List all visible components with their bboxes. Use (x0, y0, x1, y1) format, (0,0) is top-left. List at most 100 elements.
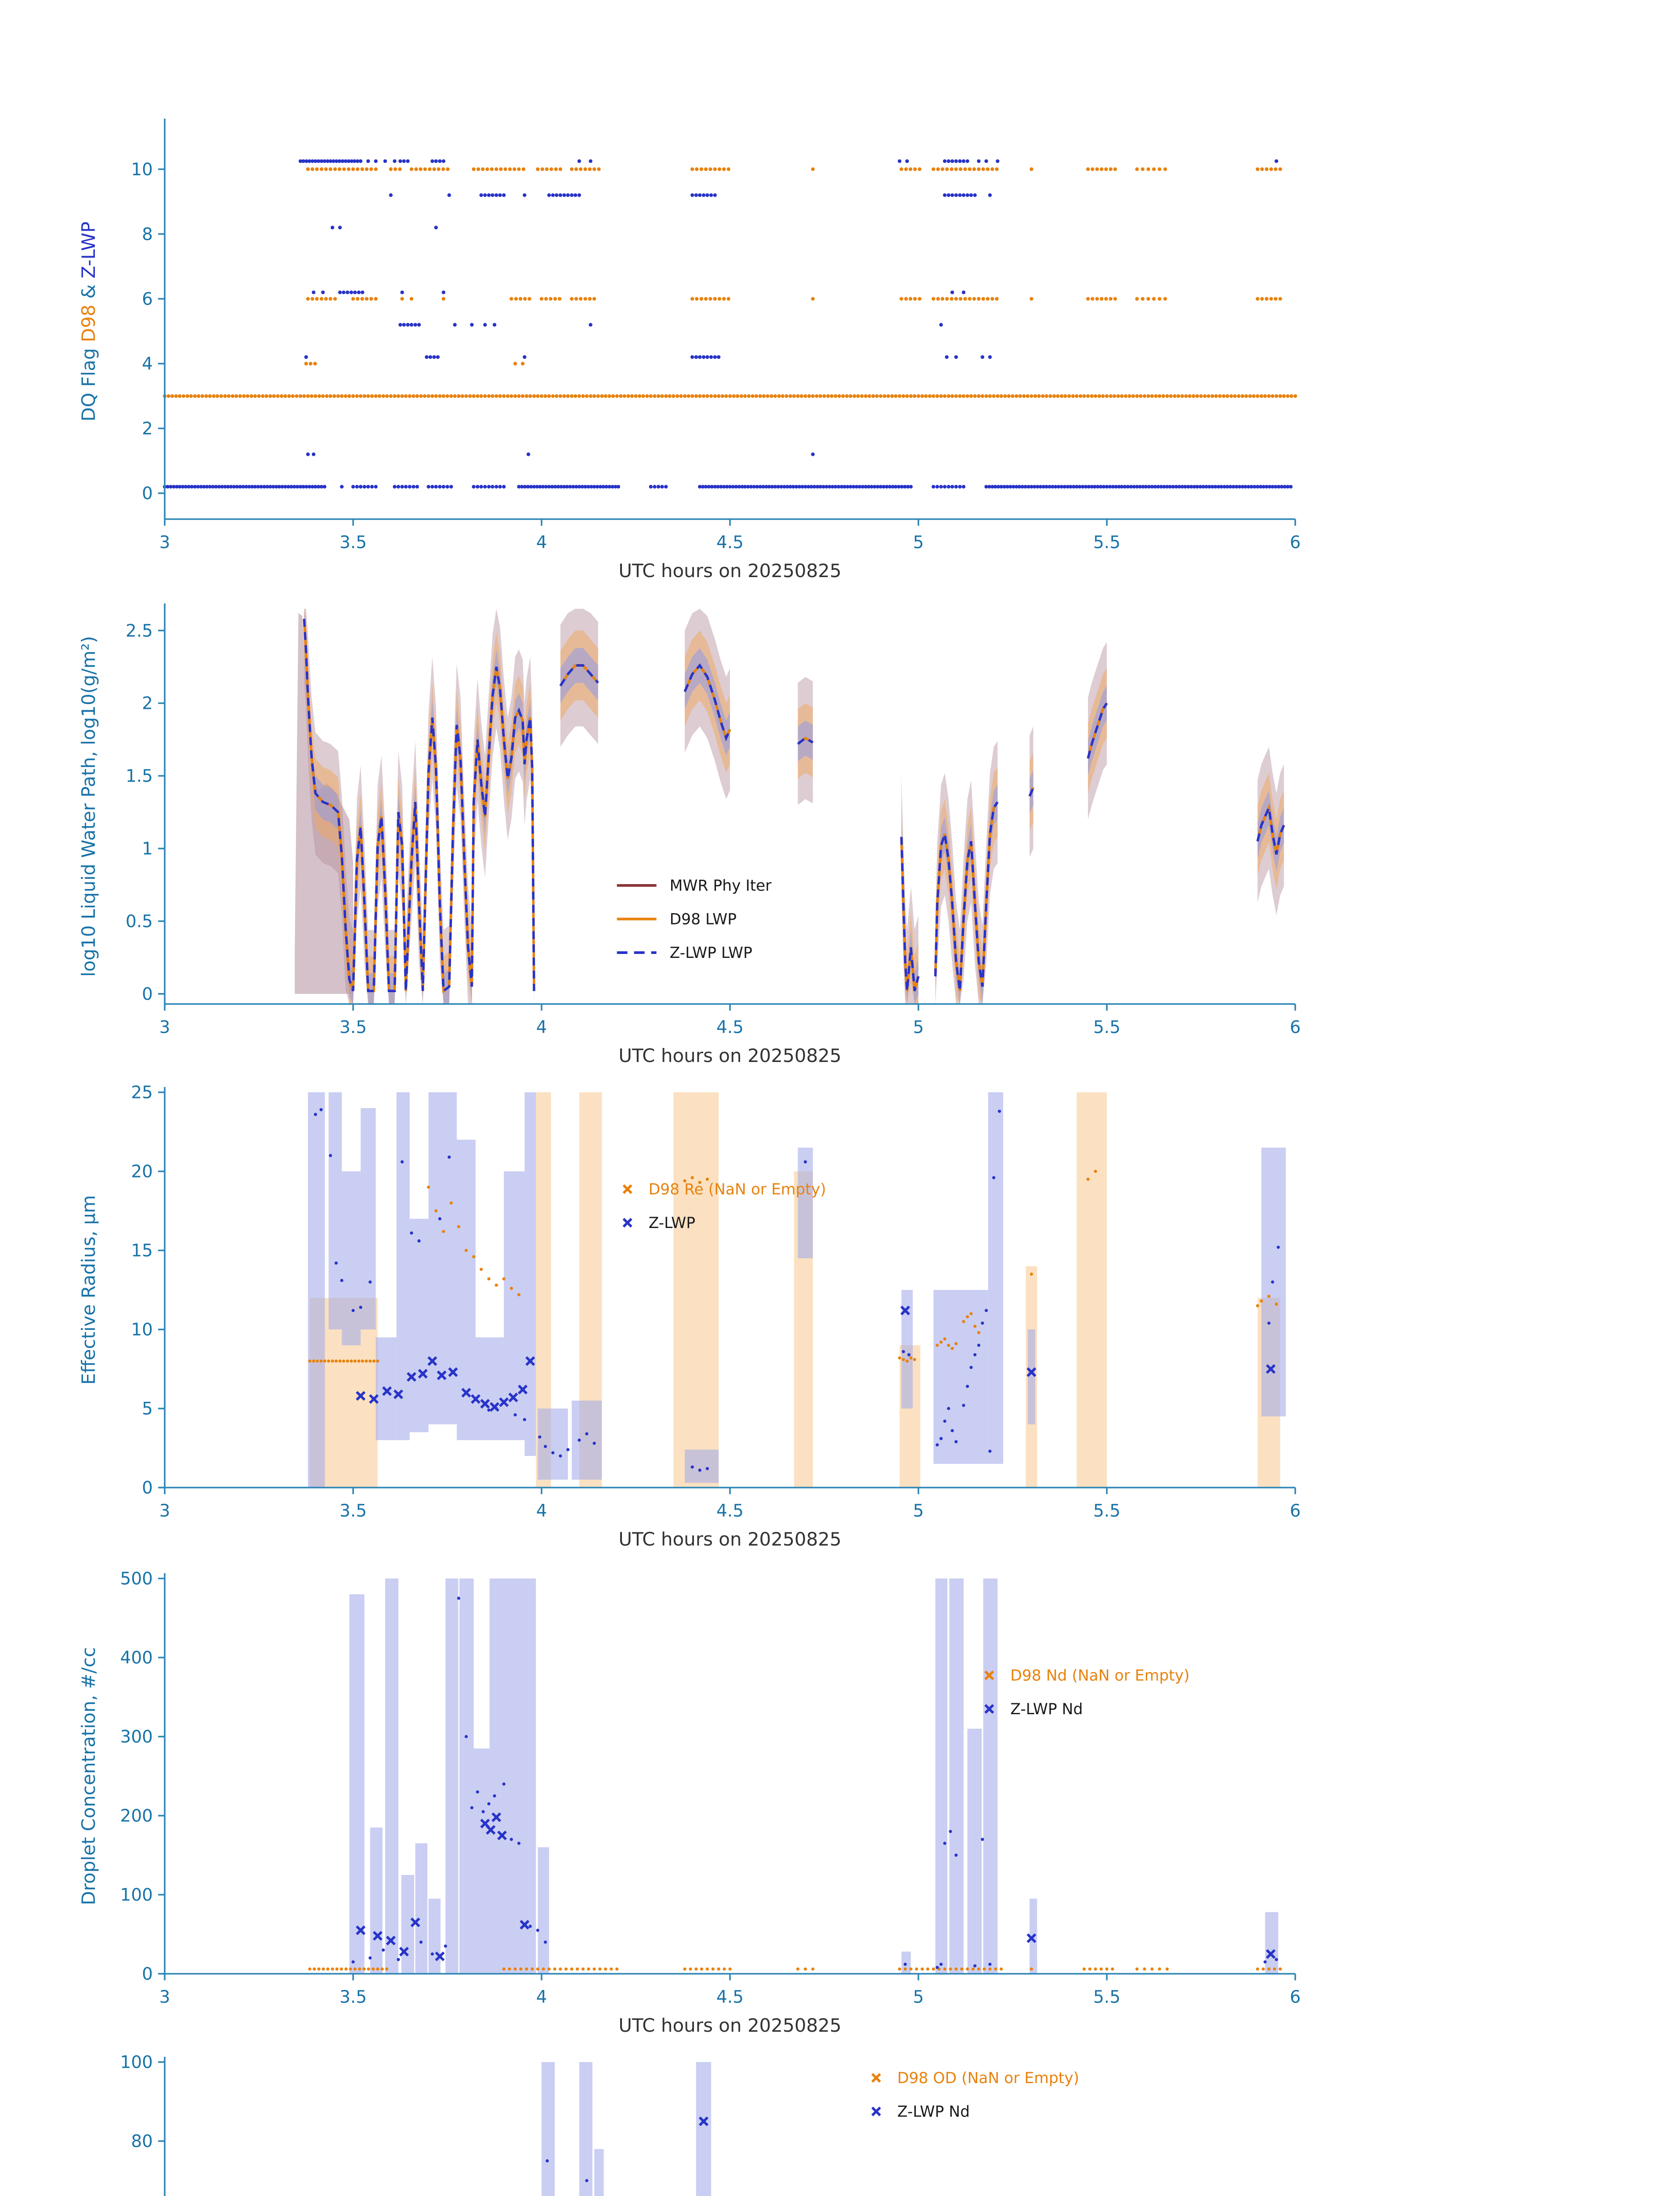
legend: MWR Phy Iter D98 LWP Z-LWP LWP (617, 877, 772, 962)
x-tick-label: 6 (1290, 1987, 1301, 2007)
zlwp-nd-band (473, 1748, 490, 1974)
legend-marker-0 (871, 2073, 881, 2083)
legend-marker-0 (984, 1670, 994, 1680)
zlwp-od-band (579, 2062, 593, 2196)
zlwp-re-band (308, 1092, 325, 1488)
zlwp-lwp-band (560, 648, 598, 704)
y-tick-label: 400 (120, 1648, 153, 1668)
x-tick-label: 5 (913, 1018, 924, 1037)
lines-layer (303, 618, 1285, 993)
zlwp-re-band (409, 1219, 429, 1432)
zlwp-lwp (303, 618, 1285, 993)
zlwp-re-band (361, 1108, 376, 1329)
x-tick-label: 4.5 (716, 1987, 744, 2007)
x-tick-label: 5.5 (1093, 1018, 1120, 1037)
y-tick-label: 0 (142, 984, 153, 1004)
legend-label-1: Z-LWP (649, 1214, 695, 1232)
axes-layer: 0 5 10 15 20 25 3 3.5 4 4.5 5 5.5 6 UTC hours on 2025… (78, 1083, 1301, 1550)
y-tick-label: 2 (142, 419, 153, 439)
y-tick-label: 0 (142, 484, 153, 504)
zlwp-nd-band (489, 1578, 517, 1974)
legend-label-0: D98 Nd (NaN or Empty) (1010, 1667, 1189, 1685)
zlwp-re-band (798, 1148, 813, 1258)
legend-label-1: D98 LWP (670, 911, 737, 928)
zlwp-lwp-band (685, 648, 730, 756)
legend-label-0: D98 OD (NaN or Empty) (897, 2070, 1079, 2087)
y-tick-label: 1.5 (126, 766, 153, 786)
legend-label-0: MWR Phy Iter (670, 877, 772, 895)
y-tick-label: 100 (120, 1885, 153, 1905)
zlwp-nd-band (370, 1828, 383, 1974)
zlwp-od-dots (546, 2159, 589, 2182)
chart-panel-effective-radius: 0 5 10 15 20 25 3 3.5 4 4.5 5 5.5 6 UTC hours on 2025… (0, 1074, 1680, 1559)
y-tick-label: 500 (120, 1569, 153, 1589)
x-tick-label: 4.5 (716, 1501, 744, 1521)
zlwp-nd-band (517, 1578, 536, 1974)
zlwp-nd-band (901, 1951, 911, 1974)
bands-layer (349, 1578, 1279, 1974)
x-tick-label: 6 (1290, 1501, 1301, 1521)
y-axis-label: Droplet Concentration, #/cc (78, 1647, 99, 1905)
zlwp-re-band (428, 1092, 457, 1424)
y-tick-label: 0.5 (126, 912, 153, 932)
lwp-svg: 0 0.5 1 1.5 2 2.5 3 3.5 4 4.5 5 5.5 6 UTC hours on 20… (78, 603, 1301, 1066)
legend-label-2: Z-LWP LWP (670, 944, 752, 962)
zlwp-od-band (594, 2149, 604, 2196)
y-axis-label: log10 Liquid Water Path, log10(g/m²) (78, 636, 99, 977)
zlwp-re-band (571, 1401, 602, 1480)
x-tick-label: 3.5 (340, 1987, 367, 2007)
x-tick-label: 5.5 (1093, 533, 1120, 553)
y-tick-label: 1 (142, 839, 153, 859)
x-axis-label: UTC hours on 20250825 (618, 1528, 842, 1550)
zlwp-nd-band (445, 1578, 459, 1974)
d98-lwp-band (685, 630, 730, 773)
x-tick-label: 5 (913, 1501, 924, 1521)
zlwp-lwp-band (798, 720, 813, 762)
zlwp-nd-band (349, 1594, 365, 1974)
legend-marker-0 (622, 1184, 632, 1194)
zlwp-flag-points (163, 159, 1293, 489)
x-tick-label: 3.5 (340, 533, 367, 553)
x-tick-label: 3.5 (340, 1018, 367, 1037)
droplet-concentration-svg: 0 100 200 300 400 500 3 3.5 4 4.5 5 5.5 6 UTC hours o… (78, 1569, 1301, 2036)
zlwp-nd-band (428, 1899, 441, 1974)
bands-layer (295, 609, 1284, 1004)
y-tick-label: 10 (131, 1320, 153, 1340)
axes-layer: 0 0.5 1 1.5 2 2.5 3 3.5 4 4.5 5 5.5 6 UTC hours on 20… (78, 603, 1301, 1066)
legend-marker-1 (871, 2106, 881, 2117)
legend-label-0: D98 Re (NaN or Empty) (649, 1181, 826, 1199)
zlwp-re-band (524, 1092, 536, 1456)
zlwp-re-band (685, 1449, 719, 1483)
zlwp-nd-band (983, 1578, 998, 1974)
y-tick-label: 2 (142, 694, 153, 714)
y-axis-label: Effective Radius, μm (78, 1195, 99, 1385)
zlwp-od-x (698, 2116, 709, 2127)
x-tick-label: 4 (536, 1018, 547, 1037)
x-tick-label: 4 (536, 533, 547, 553)
x-tick-label: 3 (159, 1501, 170, 1521)
x-tick-label: 5 (913, 533, 924, 553)
zlwp-od-band (696, 2062, 712, 2196)
zlwp-od-band (542, 2062, 555, 2196)
y-tick-label: 100 (120, 2053, 153, 2073)
x-axis-label: UTC hours on 20250825 (618, 560, 842, 582)
zlwp-re-band (396, 1092, 410, 1440)
x-tick-label: 4 (536, 1987, 547, 2007)
zlwp-nd-band (949, 1578, 964, 1974)
y-tick-label: 4 (142, 354, 153, 374)
y-tick-label: 20 (131, 1162, 153, 1182)
y-tick-label: 300 (120, 1727, 153, 1747)
d98-re-band (1077, 1092, 1107, 1488)
y-tick-label: 5 (142, 1399, 153, 1419)
zlwp-re-band (342, 1171, 361, 1345)
zlwp-re-band (456, 1140, 476, 1440)
zlwp-nd-band (935, 1578, 948, 1974)
y-tick-label: 2.5 (126, 621, 153, 641)
points-layer (546, 2116, 709, 2182)
x-tick-label: 3 (159, 1987, 170, 2007)
bands-layer (542, 2062, 712, 2196)
zlwp-re-band (329, 1092, 342, 1329)
